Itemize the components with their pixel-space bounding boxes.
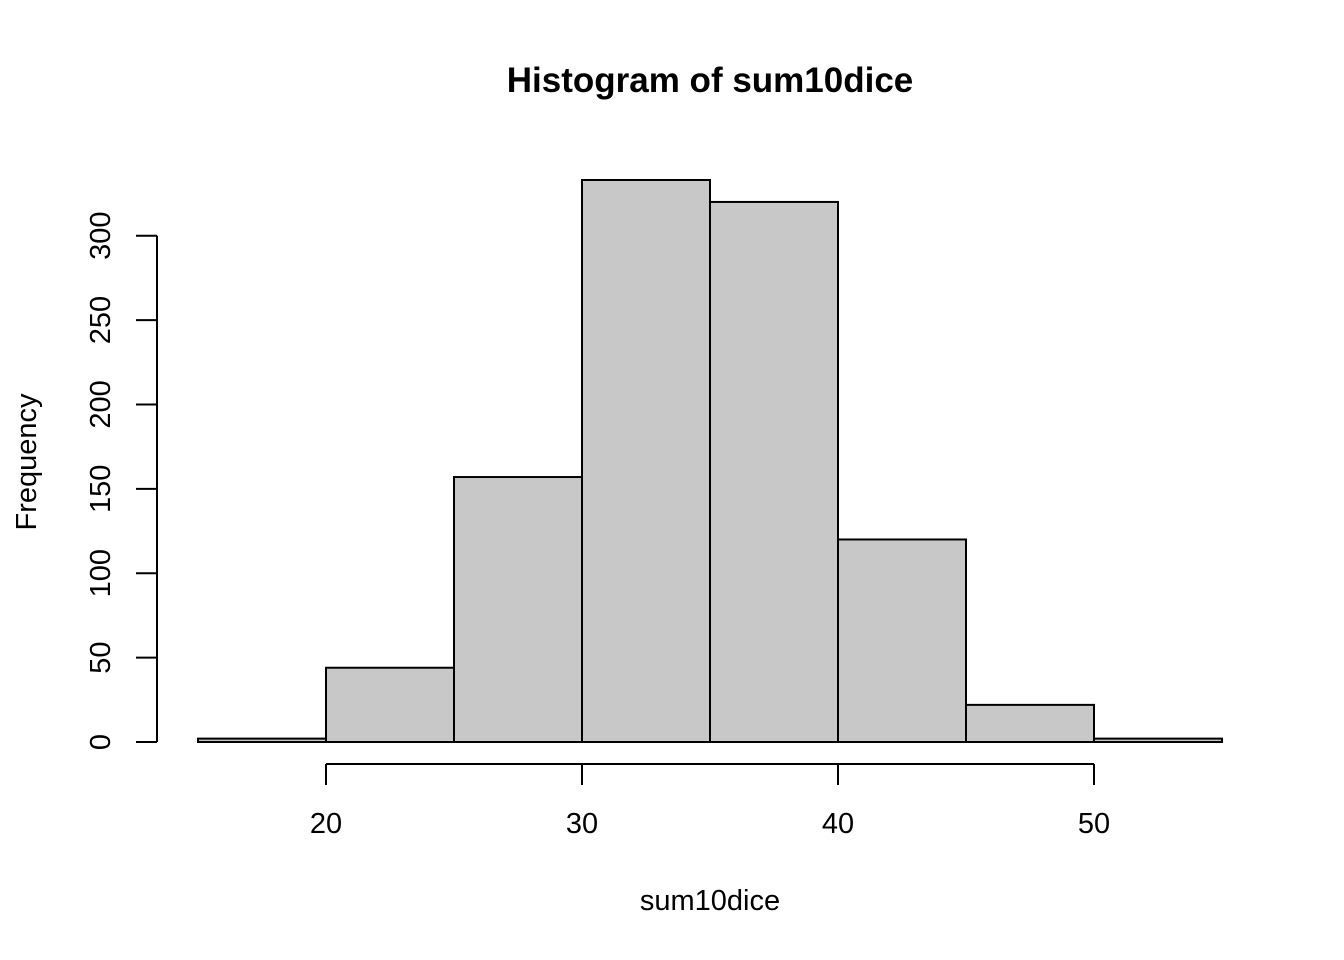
histogram-bar	[325, 666, 455, 744]
histogram-bar	[453, 476, 583, 743]
y-tick-label: 100	[85, 549, 117, 597]
x-tick-label: 40	[822, 808, 854, 840]
bars-group	[197, 179, 1223, 744]
y-tick-label: 150	[85, 465, 117, 513]
histogram-bar	[197, 737, 327, 744]
y-axis: 0 50 100 150 200 250 300	[85, 211, 158, 750]
x-tick-label: 50	[1078, 808, 1110, 840]
y-tick-label: 50	[85, 641, 117, 673]
x-axis: 20 30 40 50	[310, 763, 1110, 840]
y-tick-label: 300	[85, 211, 117, 259]
histogram-bar	[581, 179, 711, 743]
x-tick-label: 30	[566, 808, 598, 840]
x-axis-label: sum10dice	[640, 885, 780, 917]
histogram-bar	[709, 200, 839, 743]
chart-title: Histogram of sum10dice	[507, 61, 914, 100]
histogram-bar	[965, 703, 1095, 743]
y-tick-label: 0	[85, 734, 117, 750]
histogram-bar	[1093, 737, 1223, 744]
x-tick-label: 20	[310, 808, 342, 840]
histogram-bar	[837, 538, 967, 743]
y-tick-label: 250	[85, 296, 117, 344]
y-axis-label: Frequency	[11, 393, 43, 531]
y-tick-label: 200	[85, 380, 117, 428]
